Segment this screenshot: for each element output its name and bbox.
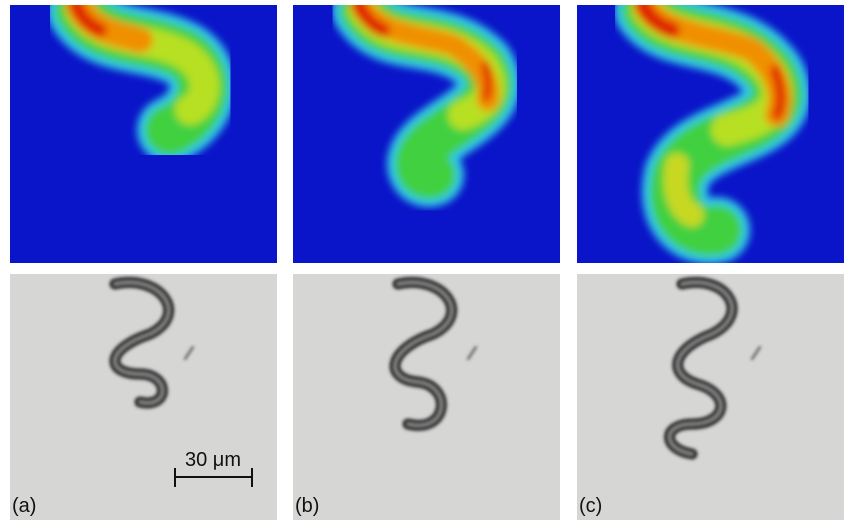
panel-label: (c) bbox=[579, 495, 602, 517]
simulation-panel bbox=[577, 5, 845, 263]
micrograph-panel: (c) bbox=[577, 274, 845, 520]
panel-label: (a) bbox=[12, 495, 36, 517]
simulation-panel bbox=[10, 5, 277, 263]
simulation-panel bbox=[293, 5, 560, 263]
micrograph-panel: (b) bbox=[293, 274, 560, 520]
figure: 30 μm (a) (b) (c) bbox=[0, 0, 855, 521]
scale-bar-label: 30 μm bbox=[185, 449, 241, 471]
micrograph-panel: 30 μm (a) bbox=[10, 274, 277, 520]
panel-label: (b) bbox=[295, 495, 319, 517]
